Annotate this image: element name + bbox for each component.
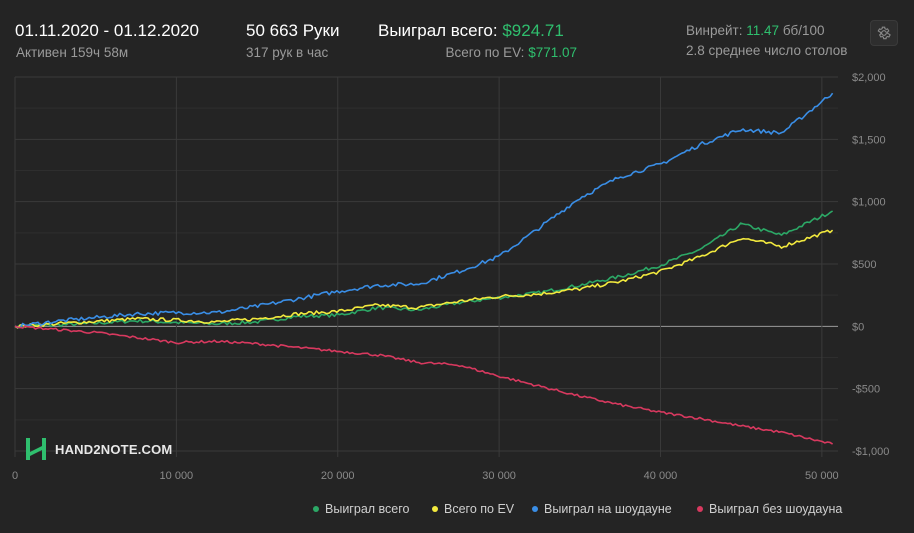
hand2note-logo-icon bbox=[26, 438, 46, 460]
legend-dot bbox=[432, 505, 438, 512]
ev-total: Всего по EV: $771.07 bbox=[445, 45, 577, 60]
series-line-0 bbox=[14, 210, 834, 329]
legend-label: Всего по EV bbox=[444, 502, 515, 516]
gear-icon bbox=[877, 26, 891, 40]
legend-label: Выиграл на шоудауне bbox=[544, 502, 672, 516]
chart-legend: Выиграл всего Всего по EV Выиграл на шоу… bbox=[0, 502, 914, 520]
legend-won-total[interactable]: Выиграл всего bbox=[313, 502, 409, 516]
x-tick-label: 20 000 bbox=[321, 470, 355, 482]
x-tick-label: 10 000 bbox=[160, 470, 194, 482]
series-line-1 bbox=[14, 229, 834, 329]
y-tick-label: $1,500 bbox=[852, 134, 886, 146]
y-tick-label: -$1,000 bbox=[852, 446, 889, 458]
chart-series bbox=[14, 92, 834, 445]
legend-non-showdown[interactable]: Выиграл без шоудауна bbox=[697, 502, 842, 516]
winrate-value: 11.47 bbox=[746, 23, 780, 38]
active-time: Активен 159ч 58м bbox=[16, 45, 129, 60]
winnings-chart: $2,000 $1,500 $1,000 $500 $0 -$500 -$1,000 0 10… bbox=[12, 72, 889, 482]
x-axis-ticks: 0 10 000 20 000 30 000 40 000 50 000 bbox=[12, 470, 839, 482]
winrate: Винрейт: 11.47 бб/100 bbox=[686, 23, 825, 38]
series-line-2 bbox=[14, 92, 834, 329]
legend-ev[interactable]: Всего по EV bbox=[432, 502, 514, 516]
avg-tables: 2.8 среднее число столов bbox=[686, 43, 848, 58]
won-total: Выиграл всего: $924.71 bbox=[378, 21, 564, 41]
y-tick-label: $1,000 bbox=[852, 197, 886, 209]
x-tick-label: 30 000 bbox=[482, 470, 516, 482]
x-tick-label: 50 000 bbox=[805, 470, 839, 482]
ev-total-value: $771.07 bbox=[528, 45, 577, 60]
y-axis-ticks: $2,000 $1,500 $1,000 $500 $0 -$500 -$1,000 bbox=[852, 72, 889, 458]
y-tick-label: -$500 bbox=[852, 384, 880, 396]
date-range[interactable]: 01.11.2020 - 01.12.2020 bbox=[15, 21, 200, 40]
y-tick-label: $500 bbox=[852, 259, 876, 271]
won-total-value: $924.71 bbox=[502, 21, 564, 40]
legend-dot bbox=[313, 505, 319, 512]
hands-per-hour: 317 рук в час bbox=[246, 45, 329, 60]
legend-dot bbox=[532, 505, 538, 512]
legend-label: Выиграл всего bbox=[325, 502, 410, 516]
ev-total-label: Всего по EV: bbox=[445, 45, 525, 60]
logo-text: HAND2NOTE.COM bbox=[55, 441, 173, 457]
won-total-label: Выиграл всего: bbox=[378, 21, 498, 40]
settings-button[interactable] bbox=[870, 20, 898, 46]
x-tick-label: 0 bbox=[12, 470, 18, 482]
y-tick-label: $0 bbox=[852, 321, 864, 333]
y-tick-label: $2,000 bbox=[852, 72, 886, 84]
hand2note-logo: HAND2NOTE.COM bbox=[25, 437, 172, 461]
series-line-3 bbox=[14, 325, 834, 445]
winrate-unit: бб/100 bbox=[782, 23, 825, 38]
legend-dot bbox=[697, 505, 703, 512]
legend-showdown[interactable]: Выиграл на шоудауне bbox=[532, 502, 672, 516]
header: 01.11.2020 - 01.12.2020 Активен 159ч 58м… bbox=[0, 0, 914, 70]
hands-count: 50 663 Руки bbox=[246, 21, 340, 40]
legend-label: Выиграл без шоудауна bbox=[709, 502, 843, 516]
chart-grid bbox=[14, 76, 838, 457]
winrate-label: Винрейт: bbox=[686, 23, 743, 38]
x-tick-label: 40 000 bbox=[644, 470, 678, 482]
